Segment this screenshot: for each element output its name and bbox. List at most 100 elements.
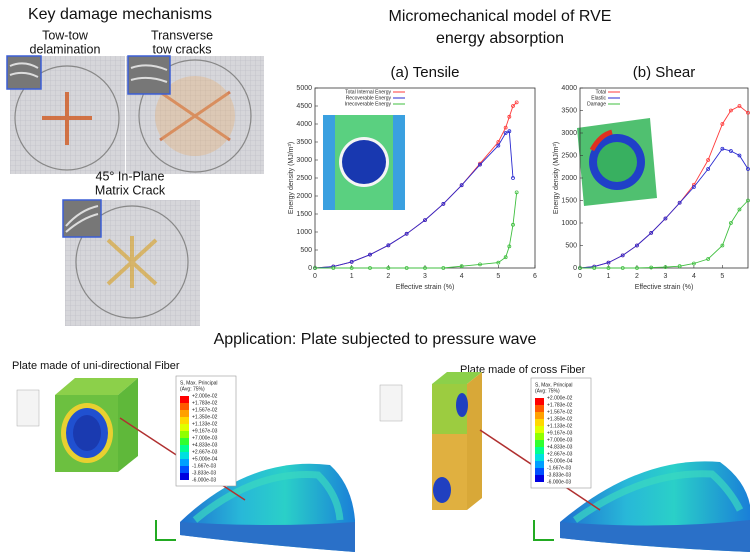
rve-column [380, 372, 482, 510]
photo-label: Transverse [151, 28, 213, 42]
legend-value: +9.167e-03 [192, 428, 218, 434]
color-band [180, 452, 189, 459]
color-band [180, 417, 189, 424]
y-tick-label: 3000 [296, 157, 312, 164]
case-label: Plate made of uni-directional Fiber [12, 360, 180, 372]
color-band [535, 412, 544, 419]
legend-value: -1.667e-03 [547, 465, 571, 471]
x-tick-label: 3 [663, 273, 667, 280]
color-band [180, 396, 189, 403]
legend-subtitle: (Avg: 75%) [535, 388, 560, 394]
color-band [180, 431, 189, 438]
specimen-photo [63, 200, 200, 326]
y-tick-label: 1500 [296, 211, 312, 218]
color-band [535, 440, 544, 447]
color-band [535, 419, 544, 426]
rve-contour-inset [323, 115, 405, 210]
legend-value: +1.783e-02 [547, 402, 573, 408]
legend-label: Irrecoverable Energy [345, 101, 392, 107]
legend-value: -6.000e-03 [192, 477, 216, 483]
y-tick-label: 4000 [296, 121, 312, 128]
photo-label: 45° In-Plane [96, 169, 165, 183]
y-tick-label: 4000 [561, 85, 577, 92]
y-tick-label: 2000 [296, 193, 312, 200]
x-tick-label: 6 [533, 273, 537, 280]
specimen-photo [126, 56, 264, 174]
legend-value: +1.567e-02 [547, 409, 573, 415]
legend-value: +1.133e-02 [547, 423, 573, 429]
color-band [535, 468, 544, 475]
y-tick-label: 5000 [296, 85, 312, 92]
photo-label: Matrix Crack [95, 183, 166, 197]
y-axis-label: Energy density (MJ/m³) [553, 142, 560, 214]
x-axis-label: Effective strain (%) [635, 284, 694, 291]
x-tick-label: 2 [635, 273, 639, 280]
color-band [535, 454, 544, 461]
legend-value: +2.000e-02 [192, 393, 218, 399]
legend-value: +5.000e-04 [192, 456, 218, 462]
y-tick-label: 1500 [561, 197, 577, 204]
color-band [535, 475, 544, 482]
y-tick-label: 1000 [561, 220, 577, 227]
color-band [180, 459, 189, 466]
x-axis-label: Effective strain (%) [396, 284, 455, 291]
color-band [535, 398, 544, 405]
y-tick-label: 0 [308, 265, 312, 272]
legend-value: +2.667e-03 [192, 449, 218, 455]
x-tick-label: 4 [692, 273, 696, 280]
legend-label: Damage [587, 101, 606, 107]
color-band [180, 403, 189, 410]
series-line [580, 201, 748, 269]
x-tick-label: 1 [607, 273, 611, 280]
x-tick-label: 2 [386, 273, 390, 280]
y-tick-label: 2500 [561, 152, 577, 159]
legend-value: +2.667e-03 [547, 451, 573, 457]
y-axis-label: Energy density (MJ/m³) [288, 142, 295, 214]
color-band [180, 445, 189, 452]
y-tick-label: 3500 [561, 107, 577, 114]
y-tick-label: 500 [300, 247, 312, 254]
x-tick-label: 1 [350, 273, 354, 280]
photo-label: Tow-tow [42, 28, 89, 42]
plate-model [480, 430, 750, 552]
legend-value: +2.000e-02 [547, 395, 573, 401]
legend-value: +1.133e-02 [192, 421, 218, 427]
rve-cube [17, 378, 138, 472]
y-tick-label: 3000 [561, 130, 577, 137]
color-band [180, 466, 189, 473]
x-tick-label: 4 [460, 273, 464, 280]
legend-value: -3.833e-03 [547, 472, 571, 478]
y-tick-label: 2500 [296, 175, 312, 182]
color-band [535, 405, 544, 412]
photo-label: tow cracks [152, 42, 211, 56]
legend-value: +4.833e-03 [192, 442, 218, 448]
legend-value: +7.000e-03 [547, 437, 573, 443]
chart-title: (a) Tensile [391, 64, 460, 81]
color-band [535, 426, 544, 433]
figure: Key damage mechanisms Micromechanical mo… [0, 0, 750, 558]
color-band [180, 438, 189, 445]
section-title: Application: Plate subjected to pressure… [214, 331, 537, 348]
y-tick-label: 1000 [296, 229, 312, 236]
legend-value: -1.667e-03 [192, 463, 216, 469]
legend-value: +4.833e-03 [547, 444, 573, 450]
legend-value: -3.833e-03 [192, 470, 216, 476]
x-tick-label: 3 [423, 273, 427, 280]
section-title: Key damage mechanisms [28, 6, 212, 23]
x-tick-label: 5 [720, 273, 724, 280]
color-band [180, 424, 189, 431]
legend-value: -6.000e-03 [547, 479, 571, 485]
x-tick-label: 0 [578, 273, 582, 280]
y-tick-label: 3500 [296, 139, 312, 146]
y-tick-label: 2000 [561, 175, 577, 182]
color-band [535, 433, 544, 440]
color-band [535, 461, 544, 468]
color-band [180, 473, 189, 480]
y-tick-label: 4500 [296, 103, 312, 110]
rve-contour-inset [577, 118, 657, 206]
legend-value: +5.000e-04 [547, 458, 573, 464]
color-band [180, 410, 189, 417]
legend-value: +1.567e-02 [192, 407, 218, 413]
chart-title: (b) Shear [633, 64, 696, 81]
legend-value: +1.350e-02 [547, 416, 573, 422]
